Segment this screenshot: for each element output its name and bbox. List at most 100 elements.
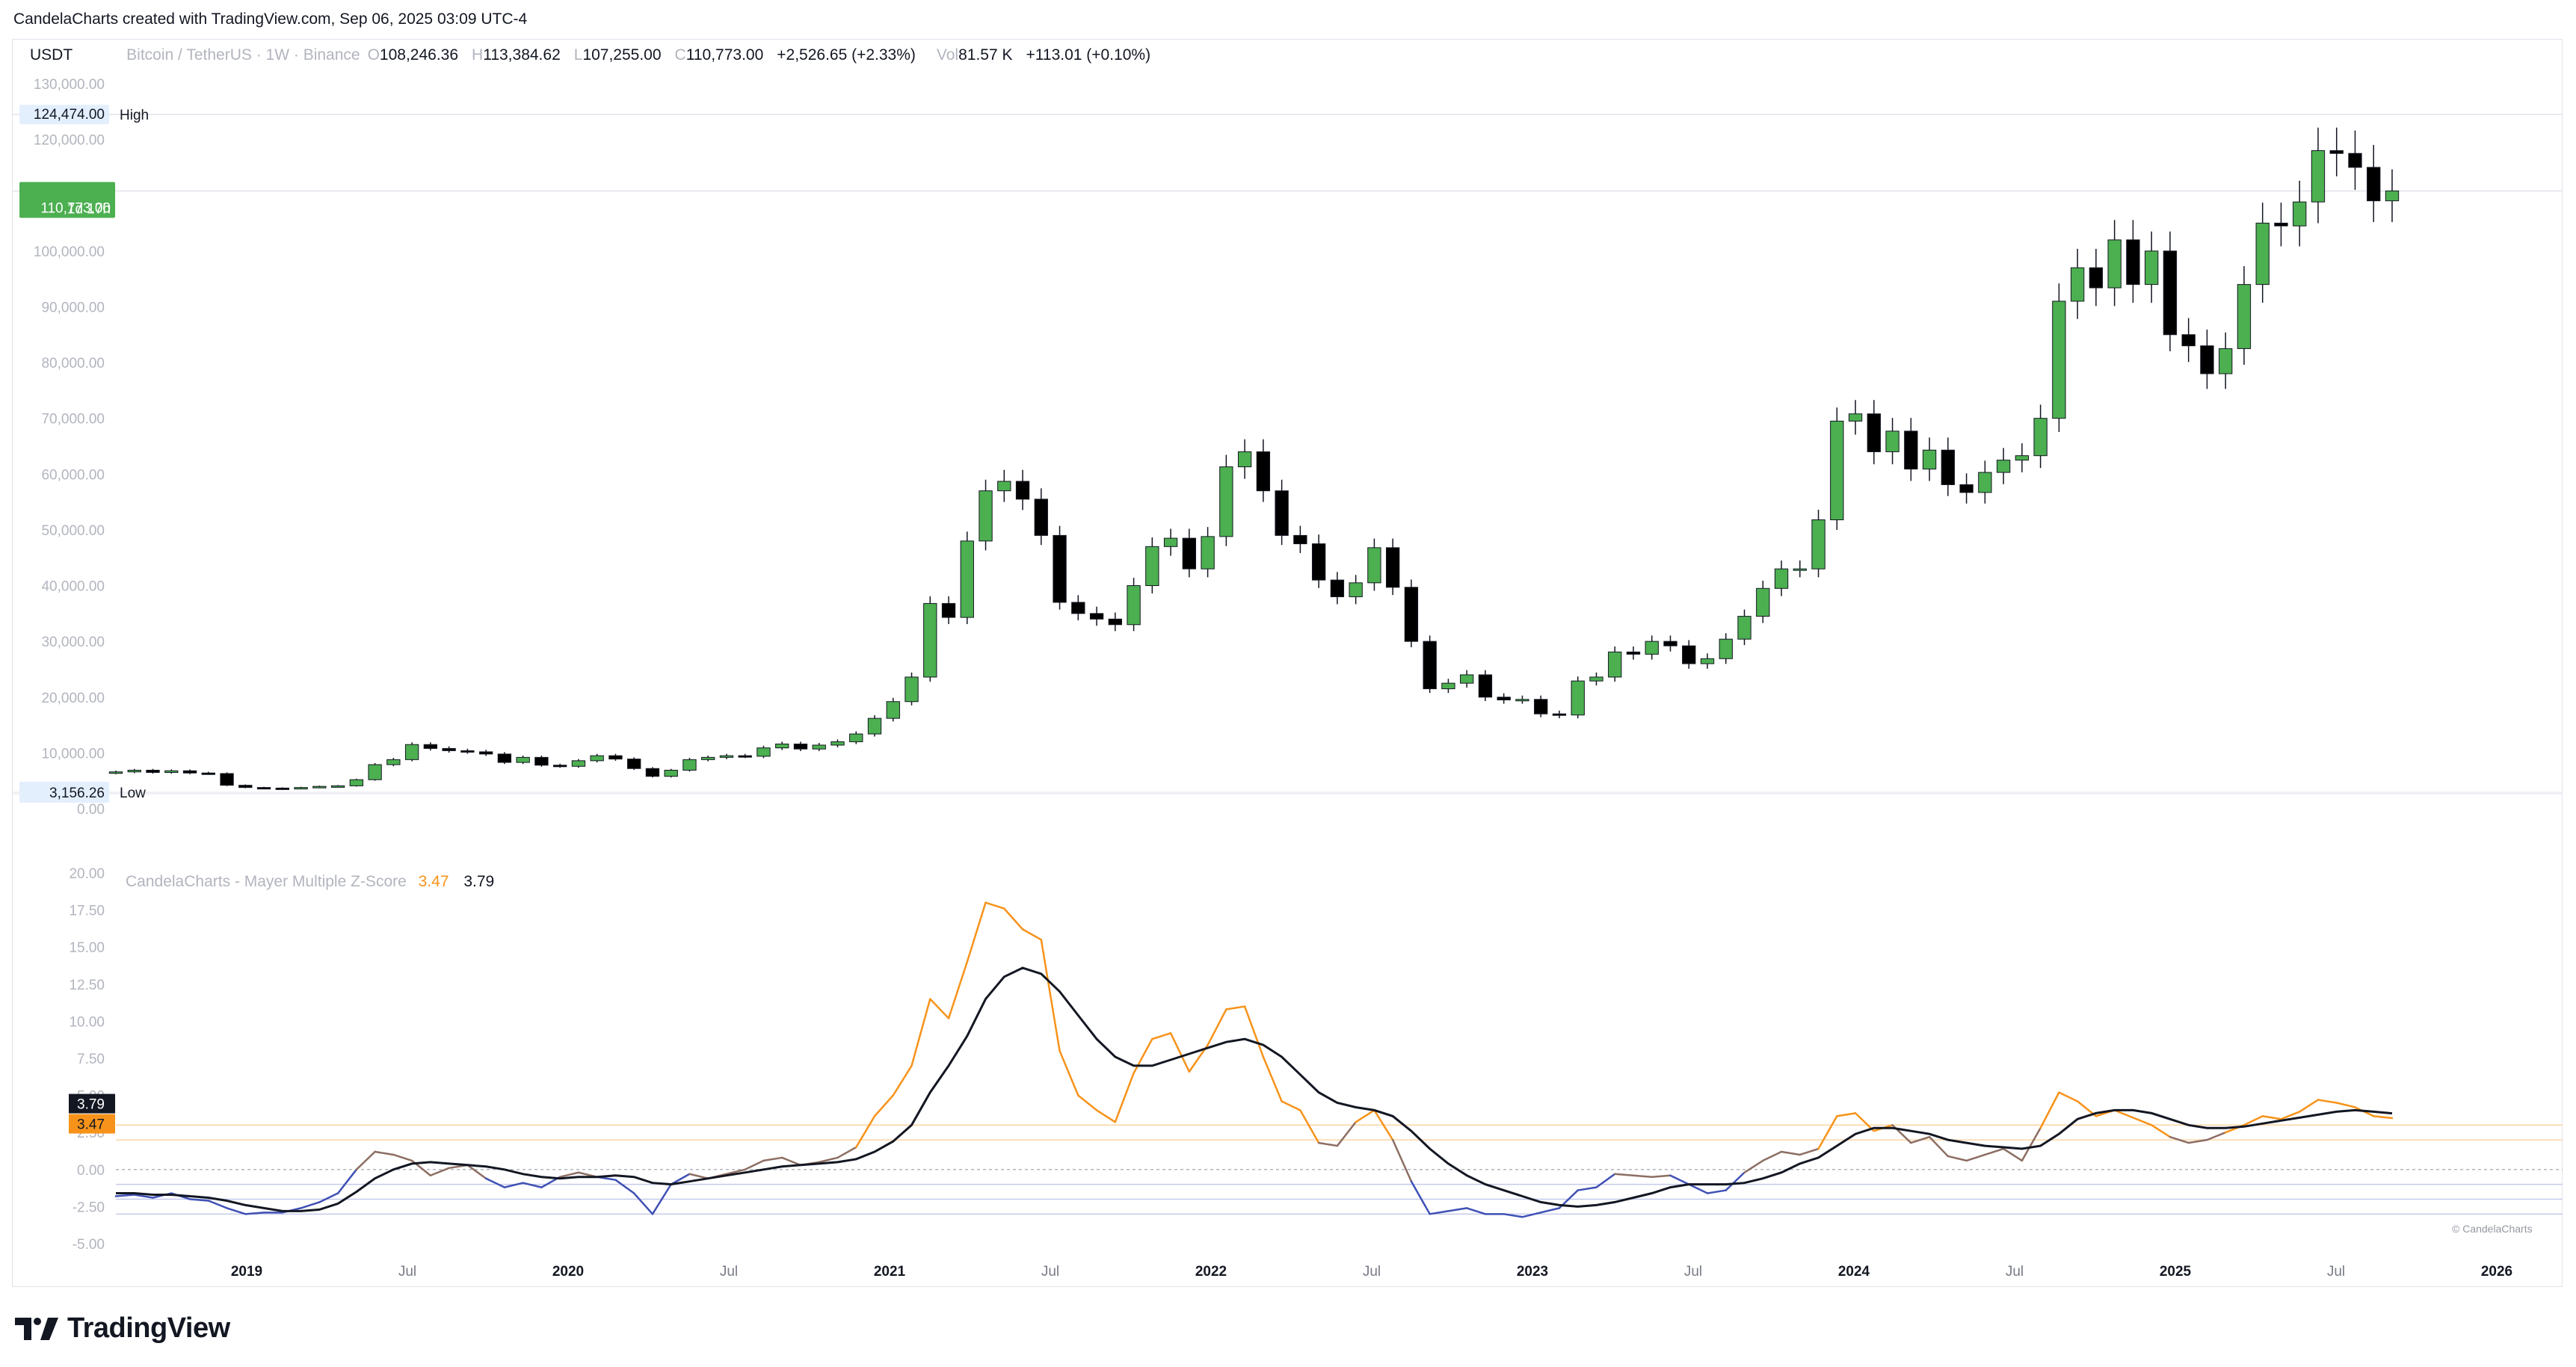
candle: [1700, 658, 1715, 664]
time-axis-tick: 2020: [552, 1264, 584, 1280]
zscore-segment: [1003, 907, 1024, 931]
zscore-segment: [1521, 1212, 1542, 1218]
price-axis-tick: 70,000.00: [41, 412, 105, 428]
candle: [1811, 519, 1825, 570]
zscore-segment: [1373, 1109, 1394, 1141]
indicator-axis-tick: 10.00: [69, 1014, 105, 1030]
indicator-axis-tick: 17.50: [69, 904, 105, 919]
zscore-segment: [966, 901, 987, 963]
zscore-segment: [1577, 1186, 1597, 1191]
price-axis-tick: 50,000.00: [41, 523, 105, 539]
zscore-segment: [725, 1168, 746, 1176]
candle: [2348, 152, 2362, 168]
zscore-segment: [1281, 1100, 1301, 1111]
indicator-title[interactable]: CandelaCharts - Mayer Multiple Z-Score: [126, 873, 407, 890]
zscore-segment: [1965, 1153, 1986, 1162]
low-price-badge: 3,156.26: [49, 786, 105, 801]
candle: [1182, 537, 1197, 570]
indicator-axis-tick: 15.00: [69, 940, 105, 956]
candle: [386, 759, 401, 765]
zscore-segment: [1355, 1109, 1375, 1123]
candle: [1626, 651, 1641, 655]
zscore-segment: [1836, 1112, 1857, 1117]
currency-label[interactable]: USDT: [30, 46, 73, 64]
candle: [460, 750, 475, 753]
zscore-segment: [614, 1179, 635, 1194]
indicator-axis-tick: -2.50: [73, 1200, 105, 1215]
candle: [1219, 466, 1233, 537]
zscore-segment: [985, 901, 1005, 910]
zscore-segment: [1114, 1072, 1135, 1123]
candle: [775, 743, 789, 749]
close-label: C: [674, 46, 686, 64]
zscore-segment: [1780, 1150, 1802, 1156]
zscore-segment: [892, 1064, 913, 1096]
candle: [997, 481, 1011, 492]
candle: [275, 787, 289, 790]
candle: [645, 768, 660, 777]
close-value: 110,773.00: [685, 46, 764, 64]
candle: [1571, 680, 1585, 716]
candle: [849, 733, 863, 742]
volume-value: 81.57 K: [958, 46, 1013, 64]
candle: [627, 759, 641, 769]
candle: [1275, 490, 1289, 536]
candle: [2385, 190, 2400, 202]
candle: [1867, 413, 1881, 452]
candle: [404, 744, 419, 760]
zscore-segment: [2058, 1091, 2079, 1102]
copyright-text: © CandelaCharts: [2452, 1223, 2533, 1235]
price-axis-tick: 80,000.00: [41, 356, 105, 371]
zscore-segment: [374, 1150, 395, 1156]
candle: [312, 786, 327, 789]
indicator-axis-tick: -5.00: [73, 1237, 105, 1253]
zscore-segment: [1503, 1213, 1523, 1218]
indicator-value-zscore: 3.47: [418, 873, 449, 890]
candle: [1256, 451, 1271, 492]
candle: [1922, 449, 1937, 470]
symbol-name[interactable]: Bitcoin / TetherUS · 1W · Binance: [126, 46, 360, 64]
chart-author-header: CandelaCharts created with TradingView.c…: [13, 10, 528, 28]
price-axis-tick: 120,000.00: [34, 133, 105, 149]
candle: [1163, 537, 1178, 547]
high-value: 113,384.62: [483, 46, 561, 64]
zscore-segment: [1984, 1147, 2005, 1156]
zscore-segment: [2335, 1102, 2356, 1108]
zscore-segment: [762, 1156, 783, 1162]
candle: [1349, 582, 1363, 597]
candle: [2367, 167, 2381, 202]
candle: [1941, 449, 1956, 485]
tradingview-logo[interactable]: TradingView: [15, 1312, 230, 1345]
time-axis-tick: 2024: [1838, 1264, 1870, 1280]
candle: [478, 751, 493, 755]
candle: [2070, 267, 2085, 302]
zscore-segment: [1225, 1005, 1246, 1010]
indicator-badge-black: 3.79: [77, 1097, 105, 1113]
candle: [682, 759, 697, 771]
zscore-segment: [1910, 1135, 1931, 1144]
zscore-segment: [836, 1146, 857, 1159]
indicator-axis-tick: 7.50: [77, 1052, 105, 1067]
zscore-segment: [947, 960, 969, 1019]
candle: [2107, 239, 2121, 288]
candle: [1053, 534, 1067, 603]
low-value: 107,255.00: [582, 46, 662, 64]
zscore-sma-line: [116, 966, 2393, 1212]
candle: [201, 772, 215, 775]
candle: [1534, 699, 1548, 715]
zscore-segment: [2243, 1115, 2264, 1126]
candle: [831, 741, 845, 746]
tradingview-logo-icon: [15, 1317, 58, 1340]
time-axis-tick: 2022: [1195, 1264, 1227, 1280]
zscore-segment: [1299, 1109, 1320, 1144]
candle: [1034, 499, 1048, 536]
zscore-segment: [910, 998, 931, 1067]
zscore-segment: [1410, 1180, 1431, 1215]
time-axis-tick: 2023: [1517, 1264, 1548, 1280]
zscore-segment: [1725, 1171, 1745, 1191]
zscore-segment: [2187, 1138, 2208, 1144]
indicator-badge-black-bg: [69, 1093, 115, 1114]
volume-change: +113.01 (+0.10%): [1026, 46, 1151, 64]
candle: [2274, 223, 2288, 226]
